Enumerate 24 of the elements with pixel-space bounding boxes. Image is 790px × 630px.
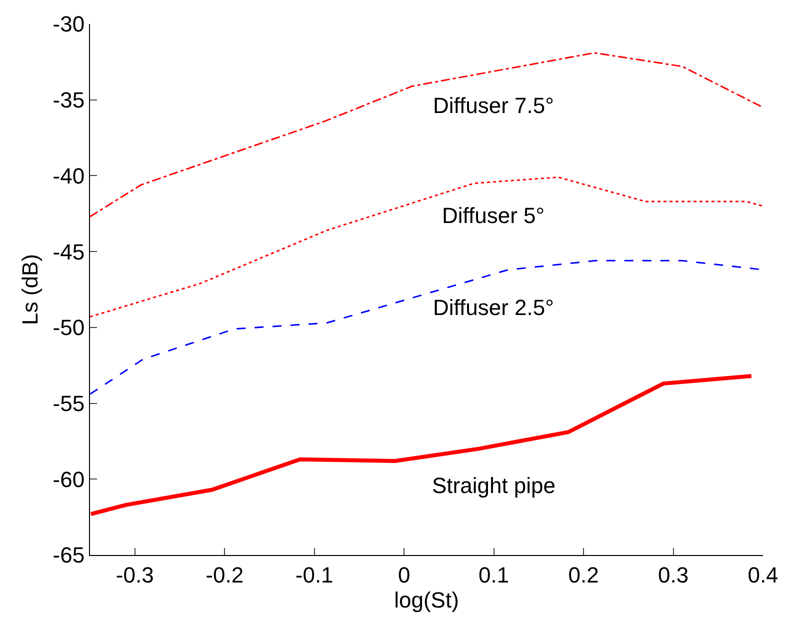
- x-tick-label: 0.1: [478, 562, 510, 588]
- line-series: [90, 176, 763, 318]
- x-tick-label: 0.4: [748, 562, 778, 588]
- x-tick-label: 0.2: [568, 562, 599, 588]
- x-axis-title: log(St): [394, 587, 459, 612]
- x-tick-label: -0.2: [206, 562, 244, 588]
- x-tick-label: -0.1: [295, 562, 334, 588]
- x-tick-label: 0: [398, 562, 410, 588]
- x-tick-label: -0.3: [116, 562, 154, 588]
- y-axis-title: Ls (dB): [18, 254, 43, 325]
- series-label: Diffuser 5°: [442, 203, 545, 228]
- x-tick-label: 0.3: [658, 562, 689, 588]
- y-tick-label: -65: [52, 542, 85, 568]
- y-tick-label: -60: [52, 466, 85, 492]
- y-tick-label: -45: [52, 239, 85, 264]
- y-tick-label: -35: [52, 88, 85, 113]
- y-tick-label: -40: [52, 163, 85, 188]
- series-label: Diffuser 7.5°: [433, 93, 554, 118]
- line-series: [90, 374, 754, 516]
- series-label: Diffuser 2.5°: [433, 295, 554, 320]
- y-tick-label: -50: [52, 315, 85, 340]
- y-tick-label: -30: [52, 12, 85, 37]
- y-tick-label: -55: [52, 390, 85, 416]
- series-label: Straight pipe: [432, 473, 556, 498]
